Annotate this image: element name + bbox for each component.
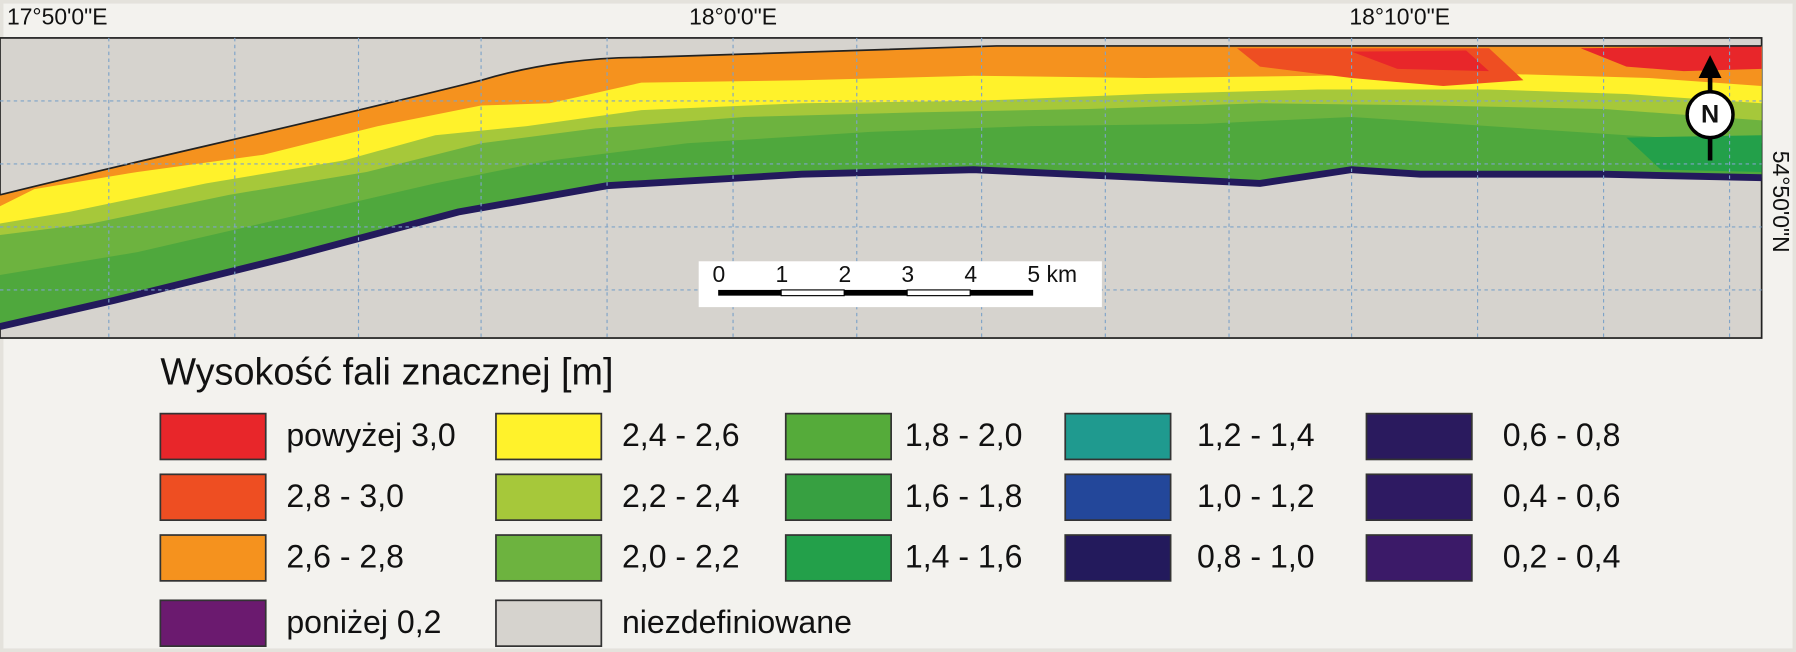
scale-bar-box bbox=[698, 261, 1102, 308]
legend-swatch bbox=[159, 473, 267, 522]
longitude-label: 18°10'0"E bbox=[1349, 4, 1450, 30]
legend-swatch bbox=[784, 473, 892, 522]
legend-swatch bbox=[1064, 412, 1172, 461]
legend-label: niezdefiniowane bbox=[622, 604, 852, 640]
scale-bar-label: 4 bbox=[964, 261, 977, 287]
scale-bar-label: 1 bbox=[775, 261, 788, 287]
legend: Wysokość fali znacznej [m] powyżej 3,0 2,… bbox=[159, 352, 1621, 648]
map: N bbox=[0, 37, 1763, 339]
longitude-label: 18°0'0"E bbox=[689, 4, 777, 30]
shoreline bbox=[0, 166, 1762, 330]
sea-zone bbox=[1580, 45, 1762, 72]
legend-swatch bbox=[159, 534, 267, 582]
north-label: N bbox=[1701, 100, 1719, 128]
legend-label: powyżej 3,0 bbox=[286, 417, 455, 453]
legend-swatch bbox=[495, 599, 603, 648]
sea-zone bbox=[1351, 50, 1490, 72]
legend-label: 1,8 - 2,0 bbox=[905, 417, 1023, 453]
legend-label: 1,4 - 1,6 bbox=[905, 539, 1023, 575]
sea-zone bbox=[0, 45, 1762, 207]
legend-label: 2,8 - 3,0 bbox=[286, 478, 404, 514]
sea-boundary bbox=[0, 45, 1762, 196]
legend-label: 0,8 - 1,0 bbox=[1197, 539, 1315, 575]
scale-bar-label: 5 km bbox=[1027, 261, 1077, 287]
legend-label: 2,2 - 2,4 bbox=[622, 478, 740, 514]
legend-swatch bbox=[495, 412, 603, 461]
legend-swatch bbox=[495, 534, 603, 582]
legend-swatch bbox=[1064, 473, 1172, 522]
legend-swatch bbox=[1365, 473, 1473, 522]
legend-label: 0,6 - 0,8 bbox=[1503, 417, 1621, 453]
sea-zone bbox=[1626, 135, 1762, 172]
scale-bar-label: 3 bbox=[901, 261, 914, 287]
scale-bar-label: 2 bbox=[838, 261, 851, 287]
legend-swatch bbox=[784, 412, 892, 461]
legend-swatch bbox=[159, 599, 267, 648]
legend-swatch bbox=[1365, 412, 1473, 461]
legend-label: 0,4 - 0,6 bbox=[1503, 478, 1621, 514]
legend-swatch bbox=[159, 412, 267, 461]
legend-label: 1,0 - 1,2 bbox=[1197, 478, 1315, 514]
legend-label: poniżej 0,2 bbox=[286, 604, 441, 640]
scale-bar-label: 0 bbox=[712, 261, 725, 287]
legend-title: Wysokość fali znacznej [m] bbox=[160, 352, 613, 394]
scale-bar bbox=[718, 289, 1034, 297]
legend-label: 1,6 - 1,8 bbox=[905, 478, 1023, 514]
north-arrow: N bbox=[1685, 55, 1735, 161]
legend-swatch bbox=[495, 473, 603, 522]
latitude-label: 54°50'0"N bbox=[1768, 151, 1794, 253]
legend-label: 0,2 - 0,4 bbox=[1503, 539, 1621, 575]
legend-swatch bbox=[1064, 534, 1172, 582]
legend-swatch bbox=[784, 534, 892, 582]
legend-label: 2,4 - 2,6 bbox=[622, 417, 740, 453]
legend-label: 1,2 - 1,4 bbox=[1197, 417, 1315, 453]
legend-label: 2,0 - 2,2 bbox=[622, 539, 740, 575]
legend-swatch bbox=[1365, 534, 1473, 582]
legend-label: 2,6 - 2,8 bbox=[286, 539, 404, 575]
longitude-label: 17°50'0"E bbox=[7, 4, 108, 30]
